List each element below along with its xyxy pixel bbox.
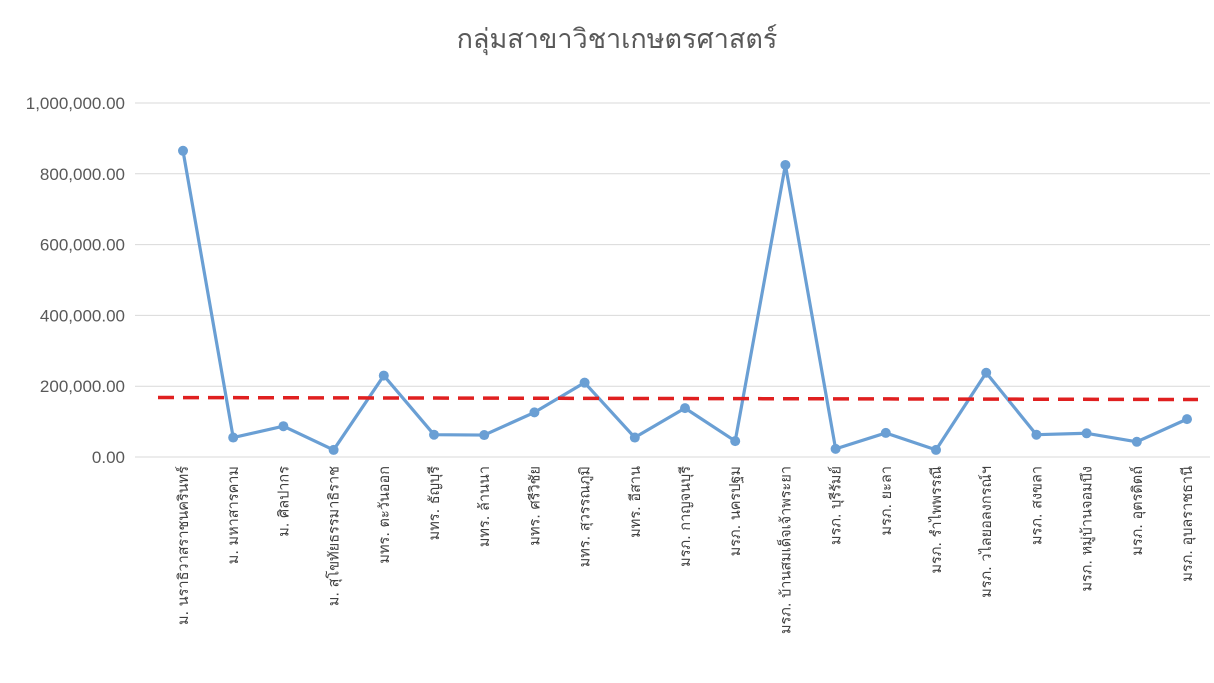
data-point bbox=[730, 436, 741, 447]
x-tick-label: ม. ศิลปากร bbox=[276, 466, 292, 537]
x-tick-label: มทร. สุวรรณภูมิ bbox=[578, 466, 594, 567]
x-tick-label: ม. มหาสารคาม bbox=[226, 466, 242, 564]
data-point bbox=[278, 421, 289, 432]
x-tick-label: มรภ. บ้านสมเด็จเจ้าพระยา bbox=[775, 466, 794, 634]
gridlines bbox=[135, 102, 1210, 458]
x-tick-label: มรภ. ยะลา bbox=[879, 466, 895, 535]
data-point bbox=[981, 367, 992, 378]
data-point bbox=[228, 432, 239, 443]
y-axis-ticks: 0.00 200,000.00 400,000.00 600,000.00 800,00… bbox=[26, 94, 125, 467]
x-axis-ticks: ม. นราธิวาสราชนครินทร์ ม. มหาสารคาม ม. ศิล… bbox=[175, 466, 1196, 634]
data-point bbox=[830, 443, 841, 454]
x-tick-label: มรภ. รำไพพรรณี bbox=[927, 466, 945, 574]
reference-line bbox=[157, 395, 1199, 402]
data-point bbox=[378, 370, 389, 381]
x-tick-label: มรภ. นครปฐม bbox=[728, 466, 744, 556]
data-point bbox=[1081, 428, 1092, 439]
y-tick-label: 800,000.00 bbox=[40, 165, 125, 184]
data-point bbox=[1131, 436, 1142, 447]
x-tick-label: มรภ. อุบลราชธานี bbox=[1179, 466, 1196, 582]
data-series bbox=[178, 145, 1192, 455]
data-point bbox=[880, 427, 891, 438]
data-point bbox=[328, 444, 339, 455]
data-point bbox=[429, 429, 439, 440]
data-point bbox=[629, 432, 640, 443]
x-tick-label: มทร. อีสาน bbox=[627, 466, 644, 538]
x-tick-label: มทร. ศรีวิชัย bbox=[526, 466, 543, 546]
x-tick-label: มรภ. กาญจนบุรี bbox=[677, 466, 694, 567]
data-point bbox=[529, 407, 540, 418]
y-tick-label: 200,000.00 bbox=[40, 377, 125, 396]
x-tick-label: มรภ. สงขลา bbox=[1029, 466, 1045, 545]
x-tick-label: มรภ. หมู่บ้านจอมบึง bbox=[1079, 466, 1096, 592]
data-point bbox=[780, 159, 791, 170]
x-tick-label: มทร. ล้านนา bbox=[476, 466, 493, 547]
x-tick-label: มรภ. วไลยอลงกรณ์ฯ bbox=[977, 466, 995, 598]
y-tick-label: 400,000.00 bbox=[40, 306, 125, 325]
data-point bbox=[1031, 429, 1042, 440]
data-point bbox=[579, 377, 590, 388]
chart-title: กลุ่มสาขาวิชาเกษตรศาสตร์ bbox=[457, 23, 778, 56]
y-tick-label: 600,000.00 bbox=[40, 236, 125, 255]
x-tick-label: ม. สุโขทัยธรรมาธิราช bbox=[325, 466, 343, 606]
data-point bbox=[680, 403, 690, 414]
data-point bbox=[479, 430, 490, 441]
x-tick-label: มทร. ธัญบุรี bbox=[426, 466, 443, 541]
data-point bbox=[178, 145, 188, 156]
x-tick-label: มรภ. อุตรดิตถ์ bbox=[1129, 466, 1146, 556]
x-tick-label: ม. นราธิวาสราชนครินทร์ bbox=[175, 466, 192, 625]
data-point bbox=[931, 444, 941, 455]
x-tick-label: มทร. ตะวันออก bbox=[377, 466, 393, 564]
y-tick-label: 1,000,000.00 bbox=[26, 94, 125, 113]
data-point bbox=[1182, 414, 1192, 425]
x-tick-label: มรภ. บุรีรัมย์ bbox=[828, 466, 845, 545]
y-tick-label: 0.00 bbox=[92, 448, 125, 467]
reference-line-group bbox=[157, 395, 1199, 402]
